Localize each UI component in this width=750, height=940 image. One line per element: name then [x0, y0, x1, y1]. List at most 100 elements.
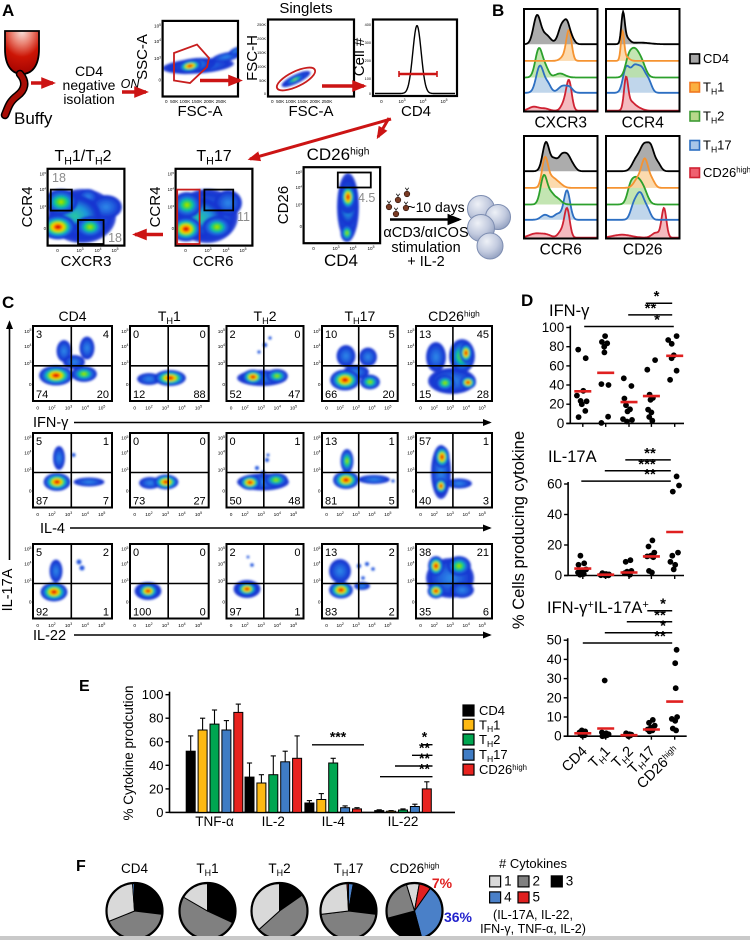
svg-text:0: 0	[133, 329, 139, 341]
svg-text:104: 104	[218, 450, 225, 457]
svg-text:0: 0	[419, 623, 422, 629]
svg-text:1: 1	[294, 436, 300, 448]
svg-text:20: 20	[547, 538, 562, 553]
svg-text:+ IL-2: + IL-2	[407, 254, 444, 270]
svg-text:CD4: CD4	[75, 63, 103, 79]
svg-text:102: 102	[431, 405, 438, 412]
svg-text:0: 0	[200, 329, 206, 341]
svg-text:105: 105	[98, 511, 105, 518]
svg-text:CCR4: CCR4	[147, 187, 164, 228]
svg-text:FSC-A: FSC-A	[178, 103, 223, 120]
svg-text:0: 0	[555, 568, 563, 583]
svg-text:4: 4	[103, 329, 109, 341]
svg-text:105: 105	[239, 247, 246, 253]
svg-text:TH2: TH2	[479, 732, 500, 749]
svg-text:105: 105	[384, 511, 391, 518]
svg-text:TH1: TH1	[196, 861, 218, 878]
svg-text:TH17: TH17	[344, 308, 375, 326]
svg-text:50: 50	[230, 496, 242, 508]
svg-text:103: 103	[162, 511, 169, 518]
svg-text:CCR6: CCR6	[540, 242, 582, 259]
svg-text:100: 100	[133, 607, 151, 619]
svg-text:**: **	[419, 761, 430, 777]
svg-text:105: 105	[384, 622, 391, 629]
svg-text:2: 2	[230, 329, 236, 341]
svg-text:103: 103	[218, 578, 225, 585]
svg-text:CD4: CD4	[479, 703, 505, 718]
svg-text:103: 103	[352, 405, 359, 412]
svg-text:104: 104	[274, 511, 281, 518]
svg-text:2: 2	[103, 547, 109, 559]
svg-text:0: 0	[230, 623, 233, 629]
svg-text:104: 104	[24, 343, 31, 350]
svg-text:60: 60	[549, 358, 564, 373]
svg-text:4: 4	[504, 890, 512, 905]
svg-text:*: *	[654, 312, 660, 329]
svg-text:102: 102	[145, 622, 152, 629]
svg-text:104: 104	[463, 405, 470, 412]
svg-text:1: 1	[504, 874, 512, 889]
svg-text:104: 104	[463, 511, 470, 518]
svg-text:CD4: CD4	[121, 861, 148, 876]
svg-text:**: **	[654, 628, 666, 645]
svg-text:104: 104	[222, 247, 229, 253]
svg-text:103: 103	[65, 405, 72, 412]
svg-text:**: **	[644, 466, 656, 483]
svg-text:TH1: TH1	[703, 80, 724, 97]
svg-text:103: 103	[76, 247, 83, 253]
svg-text:100: 100	[542, 320, 565, 335]
svg-text:1: 1	[103, 607, 109, 619]
svg-text:103: 103	[65, 511, 72, 518]
svg-text:104: 104	[274, 405, 281, 412]
svg-text:IFN-γ: IFN-γ	[549, 302, 590, 320]
svg-text:104: 104	[407, 561, 414, 568]
svg-text:102: 102	[431, 622, 438, 629]
svg-text:CD26: CD26	[275, 186, 292, 224]
svg-text:0: 0	[44, 226, 47, 231]
svg-text:0: 0	[412, 382, 415, 388]
svg-text:0: 0	[222, 600, 225, 606]
svg-text:0: 0	[554, 729, 562, 744]
svg-text:104: 104	[419, 98, 426, 104]
svg-text:0: 0	[419, 406, 422, 412]
svg-text:103: 103	[407, 578, 414, 585]
svg-text:CD4: CD4	[401, 103, 431, 120]
svg-text:0: 0	[222, 489, 225, 495]
svg-text:CD4: CD4	[58, 308, 86, 324]
svg-text:105: 105	[440, 98, 447, 104]
svg-text:104: 104	[368, 511, 375, 518]
svg-text:0: 0	[419, 512, 422, 518]
svg-text:104: 104	[368, 622, 375, 629]
svg-text:Buffy: Buffy	[14, 109, 53, 128]
svg-text:CCR4: CCR4	[19, 187, 36, 228]
svg-text:CCR4: CCR4	[622, 115, 665, 132]
svg-text:36%: 36%	[444, 909, 473, 925]
svg-text:250K: 250K	[257, 23, 266, 27]
svg-text:1: 1	[294, 607, 300, 619]
svg-text:0: 0	[158, 77, 161, 82]
svg-text:0: 0	[133, 406, 136, 412]
svg-text:0: 0	[29, 600, 32, 606]
svg-text:2: 2	[230, 547, 236, 559]
svg-text:CXCR3: CXCR3	[534, 115, 587, 132]
svg-text:104: 104	[24, 561, 31, 568]
svg-text:103: 103	[24, 467, 31, 474]
svg-text:18: 18	[52, 171, 66, 185]
svg-text:E: E	[79, 678, 90, 695]
svg-text:***: ***	[638, 456, 656, 473]
svg-text:***: ***	[330, 729, 347, 745]
svg-text:0: 0	[312, 246, 315, 251]
svg-text:40: 40	[547, 652, 562, 667]
svg-text:0: 0	[200, 547, 206, 559]
svg-text:0: 0	[29, 489, 32, 495]
svg-text:103: 103	[258, 622, 265, 629]
svg-text:105: 105	[218, 328, 225, 335]
svg-text:11: 11	[237, 210, 250, 224]
svg-text:*: *	[660, 618, 666, 635]
svg-text:1: 1	[389, 436, 395, 448]
svg-text:13: 13	[325, 436, 337, 448]
svg-text:0: 0	[36, 623, 39, 629]
svg-text:103: 103	[24, 360, 31, 367]
svg-text:73: 73	[133, 496, 145, 508]
svg-text:0: 0	[184, 248, 187, 253]
